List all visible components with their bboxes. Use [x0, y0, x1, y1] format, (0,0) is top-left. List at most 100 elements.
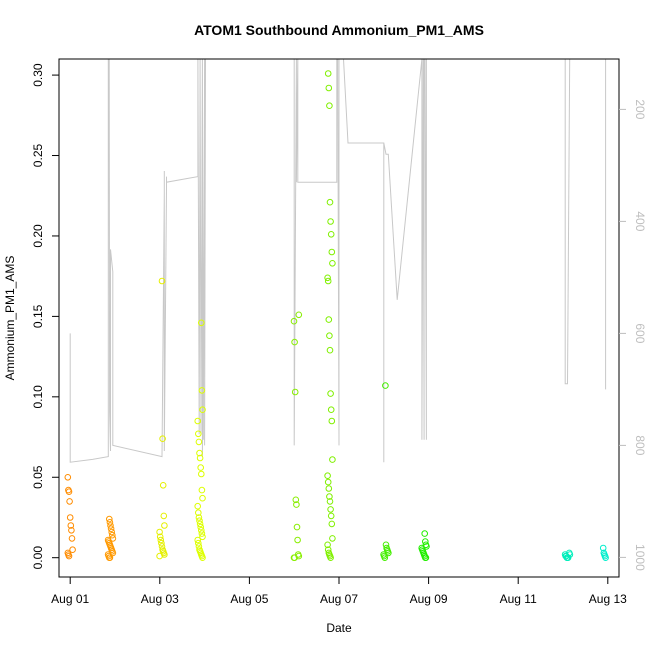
data-point: [599, 544, 607, 552]
y-axis: 0.00 0.05 0.10 0.15 0.20 0.25 0.30: [31, 63, 59, 569]
data-point: [328, 248, 336, 256]
y-tick-label: 0.25: [31, 144, 45, 168]
data-point: [290, 317, 298, 325]
data-point: [199, 554, 206, 562]
data-point: [291, 338, 298, 346]
data-point: [66, 498, 73, 505]
data-point: [381, 554, 389, 562]
data-point: [326, 498, 334, 505]
data-point: [65, 552, 73, 560]
data-point: [326, 198, 334, 206]
y-tick-label: 0.15: [31, 304, 45, 328]
flight-track-layer: [69, 58, 607, 463]
data-point: [327, 506, 334, 513]
x-tick-label: Aug 13: [589, 592, 627, 606]
data-point: [157, 536, 165, 544]
data-point: [324, 472, 331, 480]
y2-tick-label: 1000: [633, 544, 647, 571]
data-point: [421, 530, 429, 537]
data-point: [67, 522, 75, 529]
data-point: [325, 485, 333, 492]
data-point: [194, 502, 201, 510]
data-point: [158, 277, 166, 285]
x-tick-label: Aug 09: [410, 592, 448, 606]
x-tick-label: Aug 01: [51, 592, 89, 606]
data-point: [106, 519, 114, 526]
data-point: [161, 522, 168, 529]
data-point: [159, 482, 167, 489]
data-point: [196, 449, 203, 457]
data-point: [197, 523, 204, 531]
data-point: [65, 488, 73, 496]
data-point: [160, 512, 168, 520]
data-point: [109, 531, 116, 539]
data-point: [196, 454, 204, 462]
data-point: [293, 501, 300, 508]
data-point: [199, 494, 206, 502]
data-point: [196, 520, 204, 528]
data-point: [196, 517, 203, 525]
y-tick-label: 0.30: [31, 63, 45, 87]
data-point: [422, 554, 430, 562]
data-point: [156, 533, 164, 541]
data-point: [564, 554, 572, 562]
data-point: [324, 277, 332, 285]
data-point: [328, 520, 336, 528]
data-point: [68, 535, 76, 542]
data-point: [195, 430, 202, 438]
data-point: [198, 486, 206, 494]
y-tick-label: 0.20: [31, 224, 45, 248]
data-point: [326, 332, 333, 340]
data-point: [324, 70, 332, 77]
data-point: [325, 84, 333, 92]
data-point: [198, 530, 206, 537]
x-tick-label: Aug 03: [141, 592, 179, 606]
y-axis-label: Ammonium_PM1_AMS: [3, 256, 17, 381]
data-point: [326, 493, 333, 500]
data-point: [64, 474, 72, 481]
data-point: [158, 539, 165, 547]
y2-tick-label: 200: [633, 99, 647, 119]
data-point: [324, 541, 331, 549]
data-point: [327, 390, 334, 397]
x-tick-label: Aug 05: [230, 592, 268, 606]
data-point: [199, 406, 206, 414]
data-point: [327, 231, 335, 238]
data-point: [382, 382, 389, 389]
data-point: [66, 514, 74, 521]
x-tick-label: Aug 11: [500, 592, 537, 606]
y2-tick-label: 400: [633, 211, 647, 231]
y2-tick-label: 800: [633, 435, 647, 455]
data-point: [292, 496, 300, 504]
y-tick-label: 0.05: [31, 465, 45, 489]
x-axis-label: Date: [326, 621, 352, 635]
x-axis: Aug 01 Aug 03 Aug 05 Aug 07 Aug 09 Aug 11 Aug …: [51, 576, 627, 606]
data-point: [422, 538, 429, 545]
data-point: [69, 546, 76, 554]
data-point: [198, 319, 205, 327]
data-point: [329, 260, 336, 267]
y-tick-label: 0.00: [31, 546, 45, 570]
data-point: [293, 523, 301, 531]
data-point: [324, 274, 331, 282]
data-point: [602, 554, 609, 562]
chart-title: ATOM1 Southbound Ammonium_PM1_AMS: [194, 22, 484, 38]
data-point: [327, 512, 335, 520]
data-point: [106, 515, 113, 523]
data-point: [291, 554, 298, 562]
data-point: [194, 417, 201, 425]
data-point: [156, 552, 163, 560]
flight-track-line: [69, 58, 607, 463]
y-tick-label: 0.10: [31, 385, 45, 409]
data-points-layer: [64, 70, 609, 562]
data-point: [198, 527, 205, 534]
data-point: [329, 535, 336, 542]
data-point: [106, 554, 114, 562]
data-point: [327, 218, 334, 225]
data-point: [197, 464, 204, 471]
data-point: [294, 536, 301, 544]
data-point: [326, 346, 334, 354]
data-point: [195, 509, 202, 517]
data-point: [195, 514, 203, 521]
